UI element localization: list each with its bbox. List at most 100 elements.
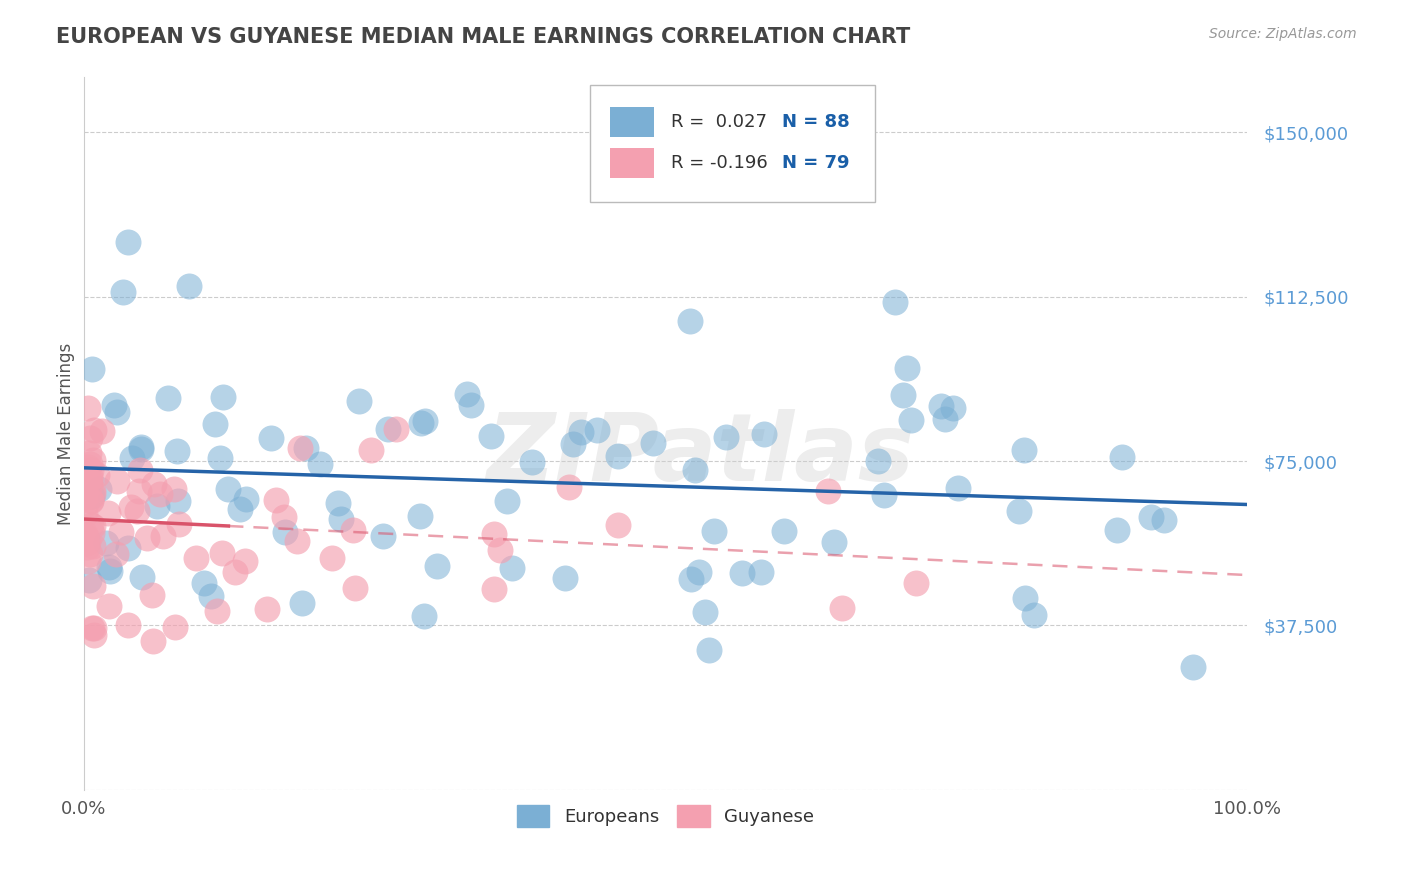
Point [80,463,103,477]
Point [688,565,710,579]
Point [831,600,853,615]
Point [561,436,583,450]
Point [82,519,104,533]
Point [129,442,152,456]
Point [295,442,318,456]
Point [321,550,343,565]
Point [683,463,706,477]
Point [97,506,120,520]
Point [716,430,738,444]
Point [823,534,845,549]
Point [607,518,630,533]
Point [87,483,110,497]
Point [79,457,101,471]
Point [117,618,139,632]
Point [75,497,97,511]
FancyBboxPatch shape [610,148,654,178]
Point [75,526,97,541]
Point [288,441,311,455]
Point [496,494,519,508]
Point [1153,513,1175,527]
Point [82,539,104,553]
Point [121,450,143,465]
Point [127,504,149,518]
Point [291,596,314,610]
Point [83,628,105,642]
Point [184,550,207,565]
Point [896,360,918,375]
Point [79,547,101,561]
Point [501,561,523,575]
Point [330,512,353,526]
Point [208,450,231,465]
Point [156,391,179,405]
Point [167,516,190,531]
Point [149,486,172,500]
Point [110,524,132,539]
Point [749,565,772,579]
Point [679,572,702,586]
Point [554,571,576,585]
Point [1014,591,1036,605]
Point [1139,510,1161,524]
Point [274,524,297,539]
Point [128,483,150,498]
Point [82,579,104,593]
Point [179,278,201,293]
Point [488,543,510,558]
Text: N = 88: N = 88 [782,113,849,131]
Point [224,565,246,579]
Text: N = 79: N = 79 [782,154,849,172]
FancyBboxPatch shape [589,85,875,202]
Point [884,295,907,310]
Point [75,536,97,550]
Point [75,491,97,505]
Point [266,492,288,507]
Point [343,581,366,595]
Point [90,425,112,439]
Point [326,496,349,510]
Text: Source: ZipAtlas.com: Source: ZipAtlas.com [1209,27,1357,41]
Point [342,523,364,537]
Point [211,390,233,404]
Point [273,509,295,524]
Point [142,633,165,648]
Point [409,509,432,524]
Point [934,411,956,425]
Point [569,425,592,439]
Point [166,444,188,458]
Point [77,573,100,587]
Point [80,526,103,541]
Point [308,457,330,471]
Point [76,534,98,549]
Point [200,589,222,603]
Point [77,401,100,416]
Point [80,489,103,503]
Point [98,565,121,579]
Point [409,416,432,430]
Point [82,452,104,467]
Point [117,541,139,555]
Point [946,481,969,495]
Point [260,431,283,445]
Point [103,398,125,412]
Point [94,536,117,550]
Point [385,422,408,436]
Point [773,524,796,539]
Point [163,620,186,634]
Point [98,559,121,574]
Point [167,494,190,508]
Point [104,547,127,561]
Point [697,642,720,657]
Point [80,621,103,635]
Point [86,467,108,482]
Point [1107,523,1129,537]
Point [479,428,502,442]
FancyBboxPatch shape [610,107,654,137]
Point [128,463,150,477]
Point [77,472,100,486]
Point [228,502,250,516]
Point [76,540,98,554]
Point [586,423,609,437]
Point [456,387,478,401]
